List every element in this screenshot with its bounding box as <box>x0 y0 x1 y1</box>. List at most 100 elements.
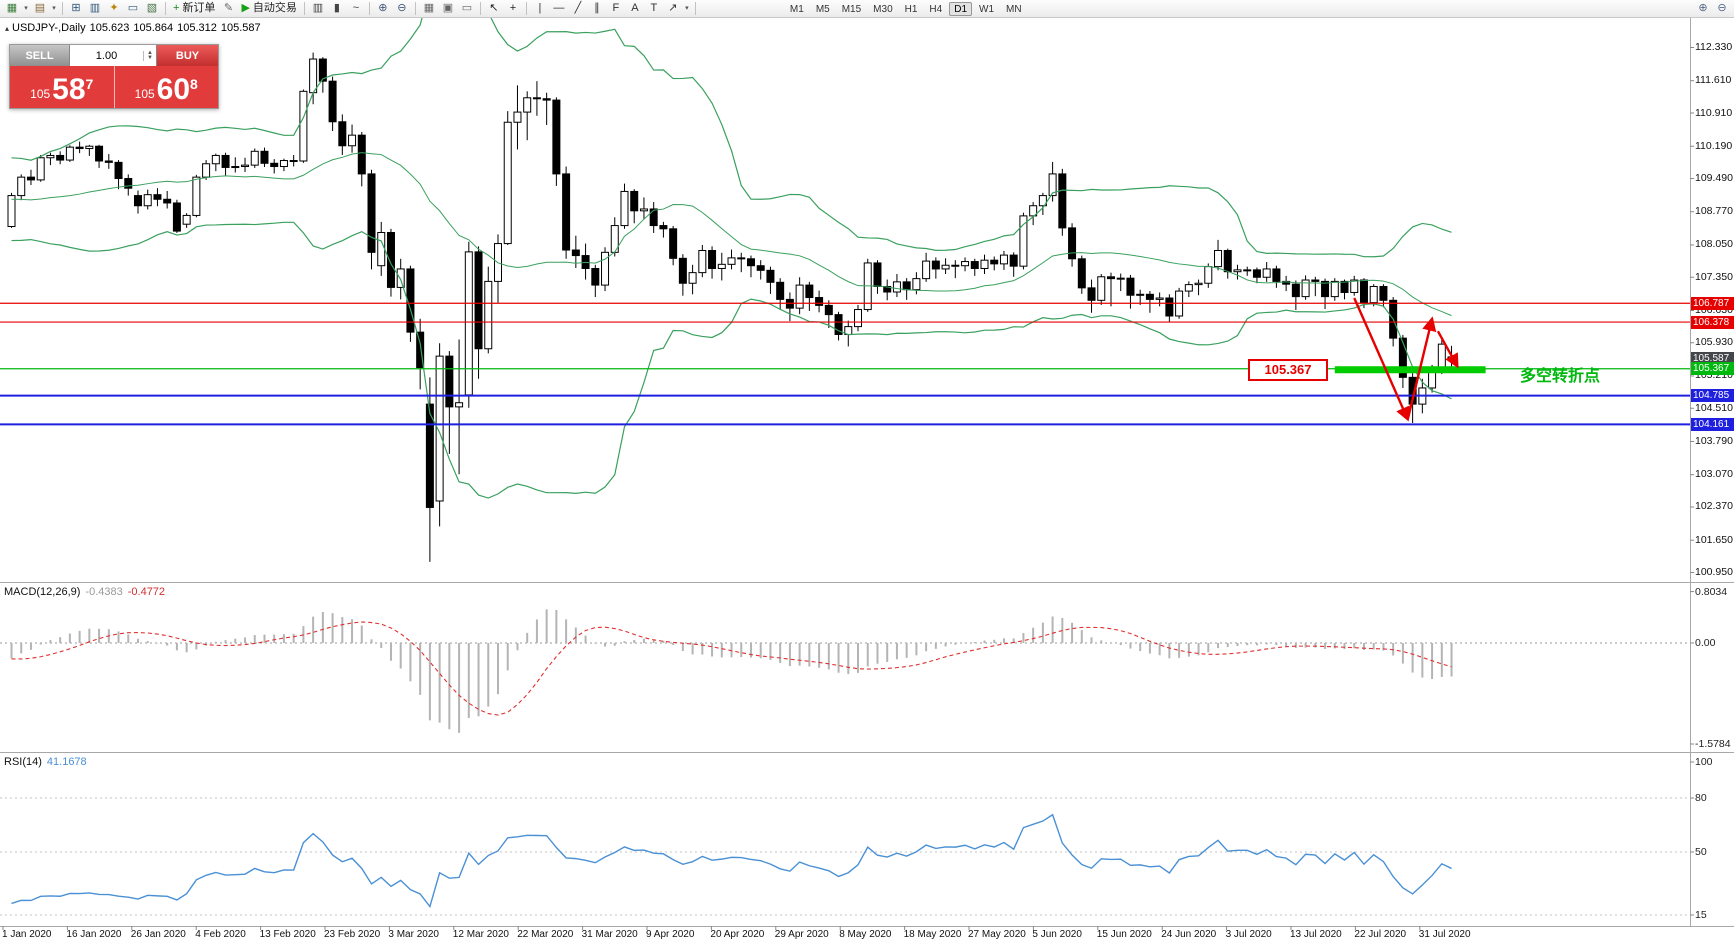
metaeditor-icon[interactable]: ✎ <box>219 1 237 16</box>
sell-button[interactable]: SELL <box>10 45 70 66</box>
date-label: 24 Jun 2020 <box>1161 929 1217 940</box>
annotation-text[interactable]: 多空转折点 <box>1520 368 1601 385</box>
date-label: 4 Feb 2020 <box>195 929 246 940</box>
profiles-icon: ▤ <box>34 2 46 14</box>
horizontal-line-icon[interactable]: — <box>550 1 568 16</box>
text-label-icon: T <box>650 2 658 14</box>
date-label: 18 May 2020 <box>903 929 962 940</box>
timeframe-h1[interactable]: H1 <box>900 2 923 16</box>
auto-scroll-icon: ▣ <box>442 2 454 14</box>
terminal-icon[interactable]: ▭ <box>124 1 142 16</box>
terminal-icon: ▭ <box>127 2 139 14</box>
volume-stepper[interactable]: 1.00 ▲ ▼ <box>70 45 156 66</box>
arrows-icon[interactable]: ↗ <box>664 1 682 16</box>
trend-arrows[interactable] <box>1353 297 1459 422</box>
new-chart-icon[interactable]: ▦ <box>3 1 21 16</box>
timeframe-w1[interactable]: W1 <box>974 2 999 16</box>
timeframe-group: M1 M5 M15 M30 H1 H4 D1 W1 MN <box>785 1 1027 16</box>
toolbar-separator <box>694 2 696 15</box>
date-label: 20 Apr 2020 <box>710 929 765 940</box>
timeframe-m30[interactable]: M30 <box>868 2 897 16</box>
auto-scroll-icon[interactable]: ▣ <box>439 1 457 16</box>
buy-price[interactable]: 105 60 8 <box>134 73 198 106</box>
timeframe-m5[interactable]: M5 <box>811 2 835 16</box>
price-tag: 106.378 <box>1691 315 1734 329</box>
timeframe-mn[interactable]: MN <box>1001 2 1027 16</box>
trend-arrow[interactable] <box>1406 316 1437 420</box>
volume-down-icon[interactable]: ▼ <box>147 54 153 61</box>
candles-layer <box>7 52 1456 562</box>
zoom-in-icon[interactable]: ⊕ <box>374 1 392 16</box>
timeframe-d1[interactable]: D1 <box>949 1 973 16</box>
symbol-name: USDJPY-,Daily <box>12 22 86 34</box>
text-label-icon[interactable]: T <box>645 1 663 16</box>
magnifier-minus-icon[interactable]: ⊖ <box>1713 1 1731 16</box>
equidistant-channel-icon[interactable]: ∥ <box>588 1 606 16</box>
price-level-label[interactable]: 105.367 <box>1248 359 1328 381</box>
y-axis-label: 105.930 <box>1695 336 1733 349</box>
y-axis-label: 103.070 <box>1695 468 1733 481</box>
macd-label: MACD(12,26,9) -0.4383 -0.4772 <box>4 586 166 598</box>
trend-arrow[interactable] <box>1353 297 1410 422</box>
date-label: 3 Jul 2020 <box>1225 929 1272 940</box>
new-order-button-label: 新订单 <box>182 2 216 14</box>
magnifier-plus-icon[interactable]: ⊕ <box>1694 1 1712 16</box>
trendline-icon: ╱ <box>574 2 582 14</box>
candlestick-chart-icon[interactable]: ▮ <box>328 1 346 16</box>
line-chart-icon[interactable]: ~ <box>347 1 365 16</box>
axis-ticks <box>2 47 1694 930</box>
ohlc-close: 105.587 <box>220 22 261 34</box>
cursor-icon[interactable]: ↖ <box>485 1 503 16</box>
buy-button[interactable]: BUY <box>156 45 218 66</box>
horizontal-level-lines[interactable] <box>0 302 1690 426</box>
bar-chart-icon[interactable]: ▥ <box>309 1 327 16</box>
date-label: 8 May 2020 <box>839 929 892 940</box>
strategy-tester-icon[interactable]: ▧ <box>143 1 161 16</box>
rsi-scale-label: 15 <box>1695 909 1707 921</box>
turning-point-bar[interactable] <box>1334 366 1486 374</box>
ohlc-open: 105.623 <box>89 22 130 34</box>
collapse-one-click-icon[interactable]: ▴ <box>5 24 10 33</box>
date-label: 22 Mar 2020 <box>517 929 574 940</box>
vertical-line-icon[interactable]: | <box>531 1 549 16</box>
volume-up-icon[interactable]: ▲ <box>147 49 153 56</box>
volume-value[interactable]: 1.00 <box>95 49 118 62</box>
autotrade-button[interactable]: ▶ 自动交易 <box>238 1 299 16</box>
bar-chart-icon: ▥ <box>312 2 324 14</box>
timeframe-h4[interactable]: H4 <box>924 2 947 16</box>
text-icon: A <box>631 2 639 14</box>
fibonacci-icon[interactable]: F <box>607 1 625 16</box>
profiles-icon[interactable]: ▤ <box>31 1 49 16</box>
y-axis-label: 104.510 <box>1695 401 1733 414</box>
arrows-icon: ↗ <box>668 2 678 14</box>
new-chart-dropdown-icon[interactable]: ▾ <box>22 1 30 16</box>
panel-separators <box>0 18 1734 927</box>
volume-spinner[interactable]: ▲ ▼ <box>143 49 156 61</box>
date-label: 1 Jan 2020 <box>2 929 52 940</box>
new-chart-icon: ▦ <box>6 2 18 14</box>
timeframe-m15[interactable]: M15 <box>837 2 866 16</box>
crosshair-icon[interactable]: + <box>504 1 522 16</box>
y-axis-label: 108.050 <box>1695 238 1733 251</box>
market-watch-icon[interactable]: ⊞ <box>67 1 85 16</box>
price-tag: 106.787 <box>1691 296 1734 310</box>
arrows-dropdown-icon[interactable]: ▾ <box>683 1 691 16</box>
data-window-icon[interactable]: ▥ <box>86 1 104 16</box>
trendline-icon[interactable]: ╱ <box>569 1 587 16</box>
magnifier-minus-icon: ⊖ <box>1717 2 1727 14</box>
zoom-out-icon[interactable]: ⊖ <box>393 1 411 16</box>
macd-scale-label: 0.8034 <box>1695 585 1728 598</box>
tile-windows-icon[interactable]: ▦ <box>420 1 438 16</box>
y-axis-label: 112.330 <box>1695 41 1733 53</box>
profiles-dropdown-icon[interactable]: ▾ <box>50 1 58 16</box>
trend-arrow[interactable] <box>1436 330 1459 369</box>
navigator-icon[interactable]: ✦ <box>105 1 123 16</box>
price-tag: 105.587 <box>1691 352 1734 366</box>
text-icon[interactable]: A <box>626 1 644 16</box>
new-order-button[interactable]: + 新订单 <box>170 1 218 16</box>
sell-price[interactable]: 105 58 7 <box>10 66 115 108</box>
date-label: 9 Apr 2020 <box>646 929 695 940</box>
timeframe-m1[interactable]: M1 <box>785 2 809 16</box>
chart-shift-icon[interactable]: ▭ <box>458 1 476 16</box>
